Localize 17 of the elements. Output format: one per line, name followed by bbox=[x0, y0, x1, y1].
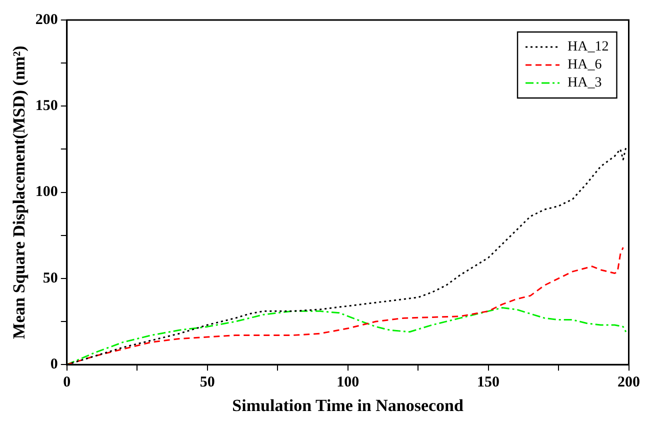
y-tick-label: 0 bbox=[50, 356, 58, 372]
legend-label: HA_12 bbox=[568, 40, 609, 55]
line-series bbox=[66, 306, 627, 365]
x-tick-label: 150 bbox=[477, 374, 500, 390]
x-tick-label: 50 bbox=[200, 374, 215, 390]
y-tick-label: 100 bbox=[35, 184, 58, 200]
x-tick-label: 0 bbox=[63, 374, 71, 390]
y-tick-label: 50 bbox=[42, 270, 58, 286]
legend-label: HA_3 bbox=[568, 76, 602, 91]
y-tick-label: 150 bbox=[35, 98, 58, 114]
x-tick-label: 200 bbox=[618, 374, 640, 390]
y-tick-label: 200 bbox=[35, 12, 58, 28]
y-axis-title: Mean Square Displacement(MSD) (nm²) bbox=[10, 46, 29, 339]
line-series bbox=[66, 246, 624, 365]
x-tick-label: 100 bbox=[336, 374, 360, 390]
x-axis-title: Simulation Time in Nanosecond bbox=[232, 396, 464, 416]
legend-label: HA_6 bbox=[568, 58, 602, 73]
